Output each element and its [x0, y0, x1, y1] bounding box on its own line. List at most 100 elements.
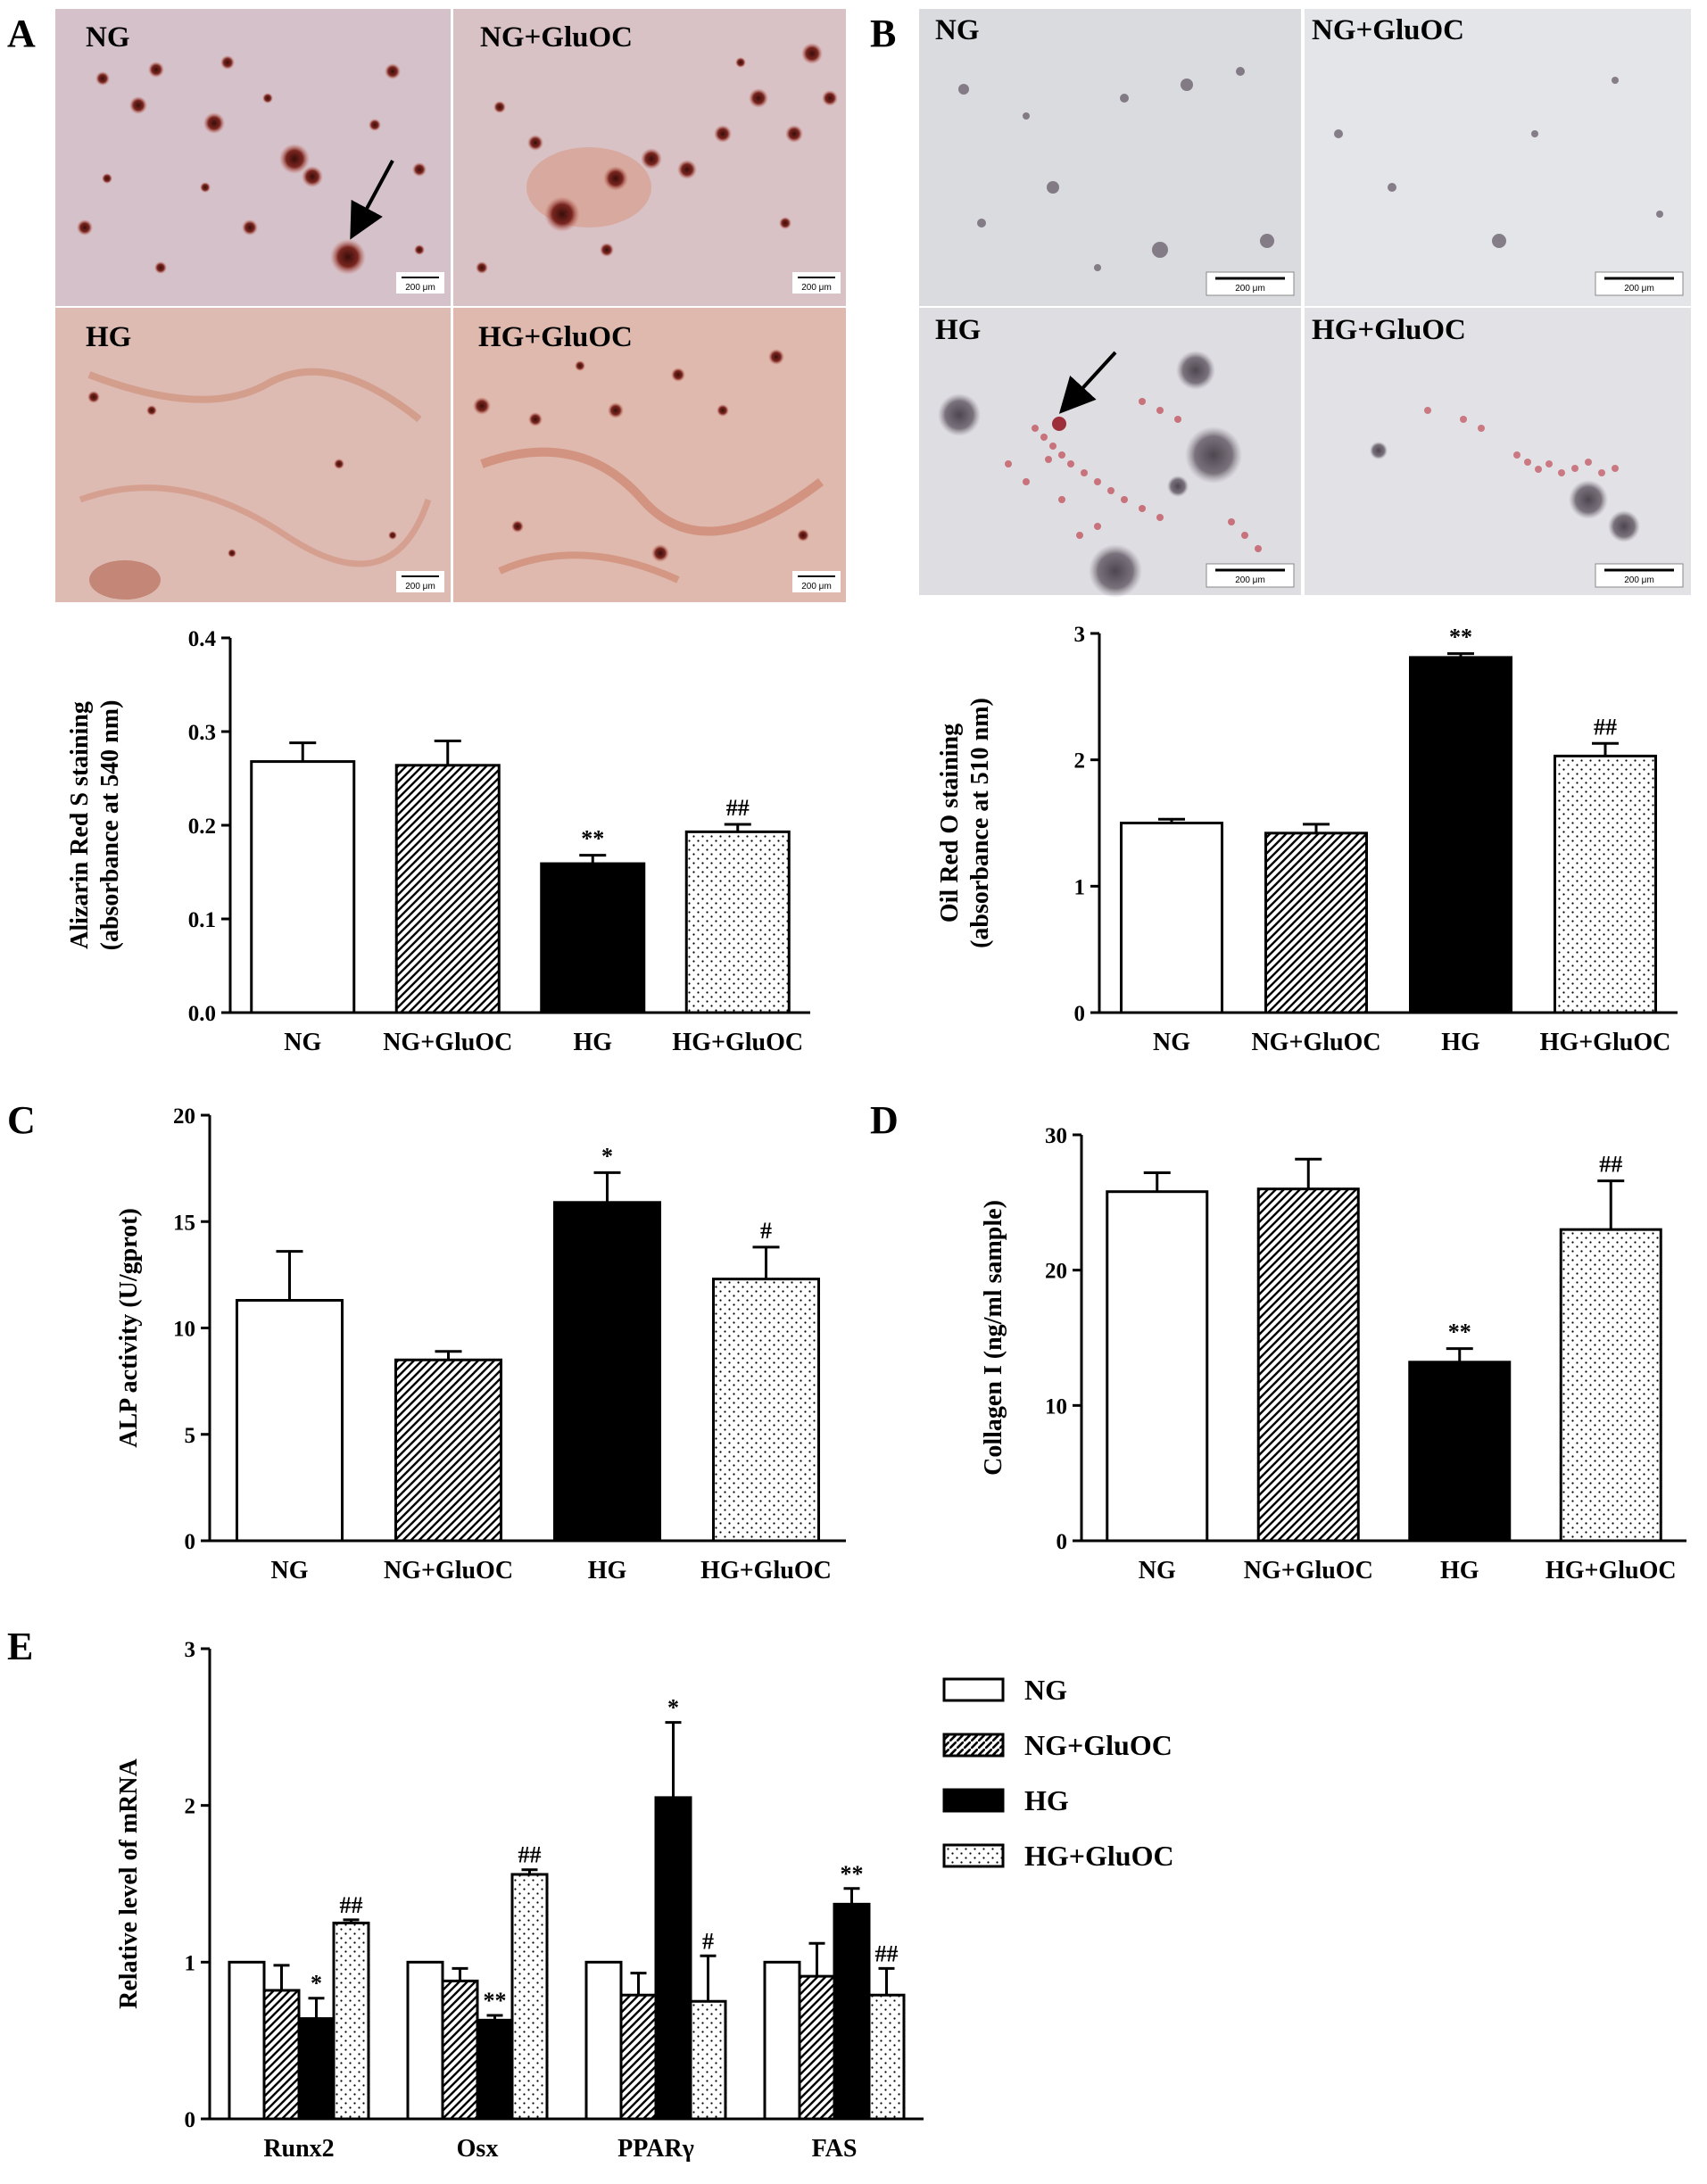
significance-label: **: [1448, 1320, 1471, 1345]
bar: [394, 764, 501, 1014]
scale-bar-label: 200 μm: [405, 582, 435, 592]
y-axis-label: Collagen I (ng/ml sample): [980, 1200, 1007, 1476]
y-axis-label: (absorbance at 510 nm): [966, 698, 994, 948]
chart-c: 0 5 10 15 20 ALP activity (U/gprot) NG NG+GluOC…: [115, 1104, 846, 1584]
scale-bar-label: 200 μm: [405, 283, 435, 293]
y-tick-label: 3: [185, 1638, 196, 1662]
x-tick-label: NG: [1153, 1029, 1190, 1056]
y-tick-label: 30: [1045, 1124, 1067, 1148]
significance-label: ##: [1599, 1152, 1622, 1178]
x-tick-label: Runx2: [263, 2135, 334, 2163]
legend-swatch: [942, 1733, 1005, 1758]
x-tick-label: NG: [284, 1029, 321, 1056]
bar: [236, 1298, 344, 1543]
y-tick-label: 0.4: [188, 627, 217, 651]
micrograph-b-ng-gluoc: NG+GluOC 200 μm: [1305, 9, 1691, 306]
bar: [394, 1358, 502, 1543]
y-tick-label: 2: [1074, 749, 1086, 774]
bar: [540, 862, 646, 1014]
x-tick-label: HG: [1441, 1029, 1480, 1056]
micro-label: HG: [935, 314, 981, 346]
significance-label: ##: [726, 795, 750, 821]
significance-label: ##: [518, 1842, 542, 1868]
micrograph-b-hg: HG 200 μm: [919, 308, 1301, 598]
y-tick-label: 0: [185, 2108, 196, 2132]
y-tick-label: 0: [185, 1530, 196, 1554]
y-tick-label: 1: [185, 1951, 196, 1975]
micrograph-a-hg-gluoc: HG+GluOC 200 μm: [453, 308, 846, 602]
bar: [833, 1902, 871, 2121]
y-tick-label: 0.3: [188, 721, 216, 745]
x-tick-label: HG: [573, 1029, 612, 1056]
x-tick-label: NG+GluOC: [1244, 1557, 1373, 1584]
micro-label: NG: [86, 21, 130, 54]
y-tick-label: 2: [185, 1795, 196, 1819]
x-tick-label: HG+GluOC: [1545, 1557, 1677, 1584]
y-tick-label: 0: [1074, 1002, 1086, 1026]
significance-label: **: [581, 826, 604, 852]
significance-label: #: [702, 1928, 714, 1954]
y-axis-label: Relative level of mRNA: [115, 1758, 143, 2008]
x-tick-label: NG+GluOC: [383, 1029, 512, 1056]
micro-label: NG+GluOC: [480, 21, 633, 54]
micro-label: HG: [86, 321, 131, 353]
chart-e: 0 1 2 3 Relative level of mRNA * ## Runx2 ** ## Os…: [115, 1638, 924, 2163]
x-tick-label: Osx: [457, 2135, 499, 2163]
chart-e-legend: NG NG+GluOC HG HG+GluOC: [942, 1674, 1174, 1872]
bar: [1264, 831, 1368, 1014]
legend-label: HG: [1024, 1784, 1069, 1816]
micrograph-panel-a: A: [7, 9, 846, 602]
micrograph-a-ng-gluoc: NG+GluOC 200 μm: [453, 9, 846, 306]
x-tick-label: NG: [1139, 1557, 1176, 1584]
bar: [798, 1974, 836, 2121]
x-tick-label: FAS: [812, 2135, 858, 2163]
y-tick-label: 1: [1074, 875, 1086, 899]
scale-bar-label: 200 μm: [801, 582, 832, 592]
significance-label: **: [841, 1861, 864, 1887]
legend-swatch: [942, 1788, 1005, 1813]
bar: [510, 1873, 549, 2121]
bar: [1256, 1187, 1360, 1543]
bar: [262, 1989, 301, 2121]
bar: [228, 1960, 266, 2121]
legend-swatch: [942, 1843, 1005, 1868]
significance-label: *: [667, 1695, 679, 1721]
panel-label-e: E: [7, 1625, 33, 1668]
bar: [476, 2018, 514, 2121]
y-axis-label: Oil Red O staining: [936, 724, 964, 922]
bar: [1106, 1190, 1209, 1543]
arrow-icon: [1058, 351, 1117, 414]
bar: [553, 1201, 661, 1543]
bar: [1409, 656, 1512, 1014]
y-tick-label: 5: [185, 1424, 196, 1448]
chart-d: 0 10 20 30 Collagen I (ng/ml sample) NG NG+Glu…: [980, 1124, 1686, 1584]
x-tick-label: HG+GluOC: [700, 1557, 832, 1584]
legend-label: NG: [1024, 1674, 1067, 1706]
scale-bar-label: 200 μm: [801, 283, 832, 293]
x-tick-label: NG: [271, 1557, 309, 1584]
micro-label: NG: [935, 14, 980, 46]
y-tick-label: 0.1: [188, 908, 216, 932]
significance-label: ##: [1594, 714, 1617, 740]
panel-label-a: A: [7, 12, 36, 55]
significance-label: *: [601, 1143, 613, 1169]
micrograph-b-ng: NG 200 μm: [919, 9, 1301, 306]
chart-a: 0.0 0.1 0.2 0.3 0.4 Alizarin Red S staining (a…: [66, 627, 810, 1056]
bar: [689, 1999, 727, 2121]
bar: [867, 1993, 906, 2121]
panel-label-d: D: [870, 1098, 899, 1142]
y-tick-label: 20: [173, 1104, 195, 1129]
bar: [584, 1960, 623, 2121]
x-tick-label: NG+GluOC: [384, 1557, 513, 1584]
scale-bar-label: 200 μm: [1235, 575, 1265, 585]
micrograph-a-hg: HG 200 μm: [55, 308, 451, 602]
micro-label: NG+GluOC: [1312, 14, 1464, 46]
bar: [619, 1993, 658, 2121]
chart-b: 0 1 2 3 Oil Red O staining (absorbance at 510…: [936, 623, 1678, 1056]
bar: [1559, 1228, 1662, 1543]
x-tick-label: PPARγ: [617, 2135, 694, 2163]
x-tick-label: HG+GluOC: [1540, 1029, 1671, 1056]
significance-label: *: [311, 1971, 322, 1997]
bar: [763, 1960, 801, 2121]
